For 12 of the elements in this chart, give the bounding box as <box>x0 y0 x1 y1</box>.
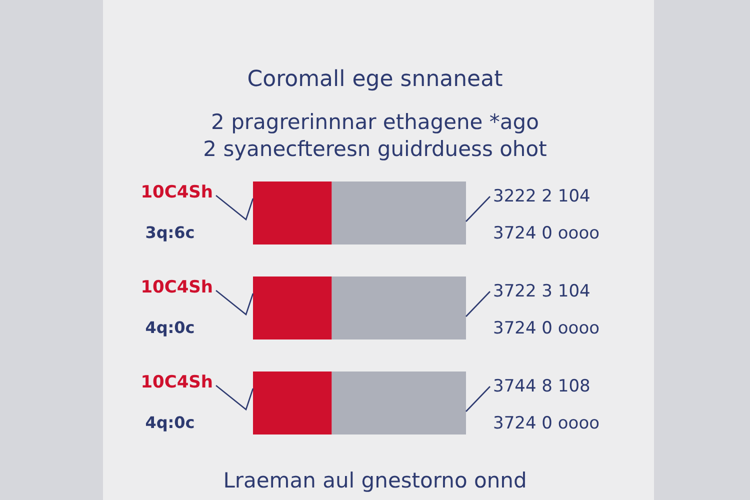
text: 3722 3 104 3724 0 oooo <box>493 281 600 338</box>
y-tick-label: 4q:0c <box>145 318 195 337</box>
text: 3744 8 108 3724 0 oooo <box>493 376 600 434</box>
chart-title: Coromall ege snnaneat <box>247 67 504 92</box>
text: 3222 2 104 3724 0 oooo <box>493 186 600 244</box>
y-tick-label: 3q:6c <box>145 222 195 242</box>
annotation: Lraeman aul gnestorno onnd <box>223 468 527 493</box>
text: 10C4Sh <box>140 182 213 202</box>
text: 10C4Sh <box>140 277 213 298</box>
chart-subtitle: 2 pragrerinnnar ethagene *ago 2 syanecfteresn guidrduess ohot <box>203 110 547 161</box>
text: 10C4Sh <box>140 372 213 392</box>
y-tick-label: 4q:0c <box>145 412 195 432</box>
